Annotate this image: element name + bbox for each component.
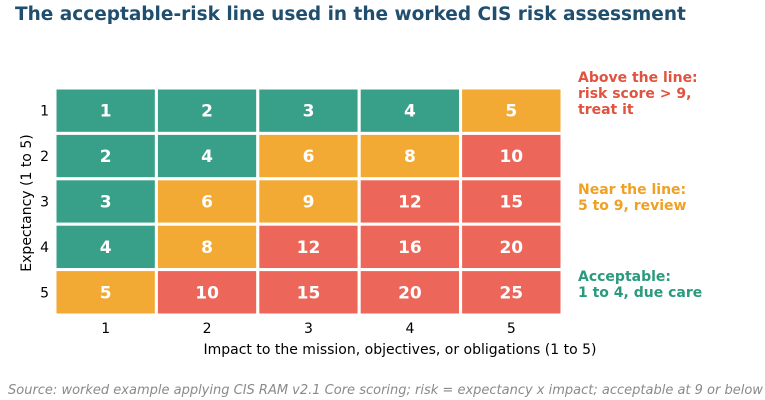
cell-value-label: 8 — [404, 147, 416, 167]
heatmap-cell — [154, 268, 260, 317]
heatmap-cell — [154, 222, 260, 272]
cell-value-label: 12 — [297, 238, 321, 258]
cell-value-label: 4 — [404, 102, 416, 122]
x-tick-label: 2 — [203, 321, 212, 337]
cell-value-label: 6 — [303, 147, 315, 167]
annotation-acceptable-2: 1 to 4, due care — [578, 285, 703, 301]
y-tick-label: 5 — [40, 285, 49, 301]
x-axis-label: Impact to the mission, objectives, or ob… — [204, 342, 597, 358]
cell-value-label: 9 — [303, 193, 315, 213]
x-tick-label: 3 — [304, 321, 313, 337]
y-tick-label: 1 — [40, 104, 49, 120]
heatmap-cell — [256, 86, 361, 135]
cell-value-label: 3 — [100, 193, 112, 213]
cell-value-label: 20 — [499, 238, 523, 258]
heatmap-cell — [357, 86, 463, 135]
heatmap-cell — [53, 177, 158, 226]
heatmap-cell — [459, 86, 564, 135]
heatmap-cell — [357, 268, 463, 317]
annotation-above-line-3: treat it — [578, 102, 634, 118]
cell-value-label: 15 — [499, 193, 523, 213]
annotation-above-line-1: Above the line: — [578, 70, 698, 86]
annotation-above-line: Above the line: risk score > 9, treat it — [578, 70, 698, 118]
cell-value-label: 12 — [398, 193, 422, 213]
source-note: Source: worked example applying CIS RAM … — [8, 383, 763, 398]
heatmap-cell — [53, 268, 158, 317]
heatmap-cell — [256, 177, 361, 226]
cell-value-label: 6 — [201, 193, 213, 213]
heatmap-cell — [256, 222, 361, 272]
cell-value-label: 5 — [505, 102, 517, 122]
annotation-near-line-1: Near the line: — [578, 182, 687, 198]
heatmap-cell — [256, 131, 361, 181]
chart-title: The acceptable-risk line used in the wor… — [15, 4, 686, 25]
heatmap-cell — [459, 268, 564, 317]
annotation-acceptable: Acceptable: 1 to 4, due care — [578, 269, 702, 301]
cell-value-label: 4 — [100, 238, 112, 258]
heatmap-cell — [154, 131, 260, 181]
cell-value-label: 10 — [499, 147, 523, 167]
annotation-near-line: Near the line: 5 to 9, review — [578, 182, 687, 214]
cell-value-label: 2 — [100, 147, 112, 167]
x-tick-label: 4 — [405, 321, 414, 337]
heatmap-cell — [357, 177, 463, 226]
cell-value-label: 8 — [201, 238, 213, 258]
y-tick-label: 2 — [40, 149, 49, 165]
y-axis-label: Expectancy (1 to 5) — [19, 134, 35, 271]
x-tick-label: 1 — [101, 321, 110, 337]
cell-value-label: 10 — [195, 283, 219, 303]
cell-value-label: 1 — [100, 102, 112, 122]
cell-value-label: 15 — [297, 283, 321, 303]
cell-value-label: 2 — [201, 102, 213, 122]
cell-value-label: 20 — [398, 283, 422, 303]
cell-value-label: 4 — [201, 147, 213, 167]
annotation-above-line-2: risk score > 9, — [578, 86, 692, 102]
heatmap-cell — [53, 222, 158, 272]
annotation-near-line-2: 5 to 9, review — [578, 198, 687, 214]
heatmap-cell — [459, 222, 564, 272]
cell-value-label: 3 — [303, 102, 315, 122]
cell-value-label: 25 — [499, 283, 523, 303]
y-tick-label: 3 — [40, 195, 49, 211]
heatmap-cell — [357, 222, 463, 272]
y-tick-label: 4 — [40, 240, 49, 256]
heatmap-cell — [459, 177, 564, 226]
x-tick-label: 5 — [507, 321, 516, 337]
cell-value-label: 16 — [398, 238, 422, 258]
cell-value-label: 5 — [100, 283, 112, 303]
annotation-acceptable-1: Acceptable: — [578, 269, 672, 285]
